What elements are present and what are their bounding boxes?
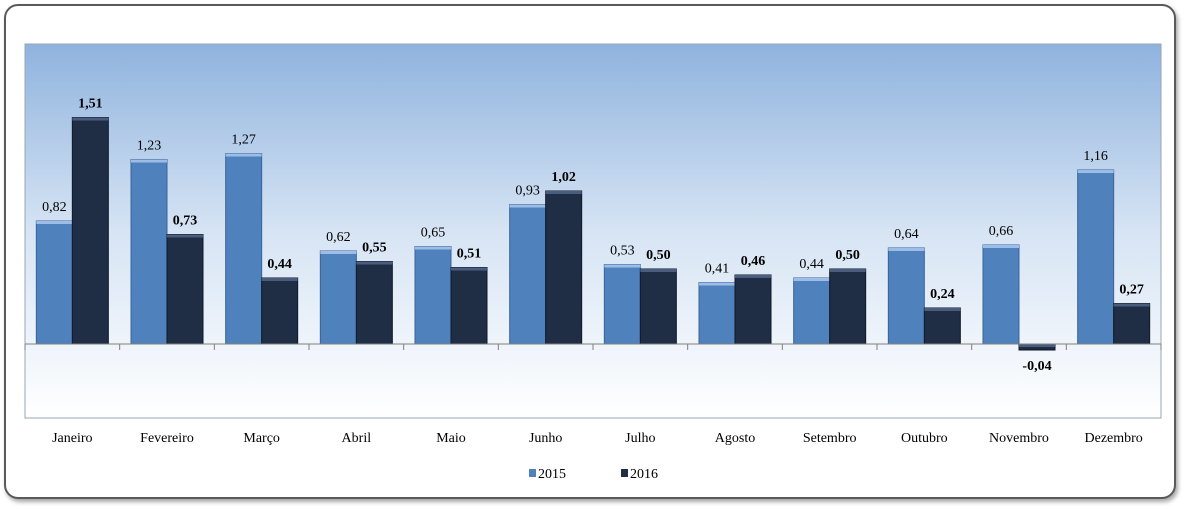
data-label-2016-2: 0,44: [267, 257, 292, 272]
bar-2015-4: [414, 246, 452, 345]
bar-2015-2: [225, 153, 263, 345]
legend-swatch-2016: [621, 469, 628, 477]
bar-2016-8: [829, 268, 867, 345]
bar-highlight-2016-11: [1113, 303, 1150, 307]
category-label-4: Maio: [436, 431, 466, 446]
category-label-7: Agosto: [715, 431, 755, 446]
bar-highlight-2015-7: [699, 282, 735, 286]
bar-highlight-2015-8: [793, 278, 830, 281]
data-label-2015-8: 0,44: [799, 257, 824, 272]
category-label-8: Setembro: [803, 431, 857, 446]
data-label-2016-10: -0,04: [1022, 359, 1051, 374]
bar-highlight-2016-0: [72, 117, 109, 121]
data-label-2016-7: 0,46: [741, 254, 766, 269]
bar-highlight-2015-5: [509, 204, 546, 208]
bar-2016-4: [450, 267, 488, 345]
bar-2015-11: [1077, 169, 1115, 345]
bar-2016-1: [166, 234, 204, 345]
bar-2015-8: [793, 277, 831, 345]
bar-highlight-2016-6: [640, 269, 677, 272]
legend-label-2015: 2015: [538, 467, 566, 482]
data-label-2016-1: 0,73: [173, 214, 198, 229]
bar-highlight-2015-10: [983, 245, 1019, 248]
bar-highlight-2016-1: [167, 234, 203, 238]
category-label-9: Outubro: [901, 431, 948, 446]
data-label-2015-11: 1,16: [1083, 149, 1108, 164]
category-label-1: Fevereiro: [140, 431, 194, 446]
data-label-2016-8: 0,50: [835, 248, 860, 263]
bar-2015-1: [130, 159, 168, 345]
bar-highlight-2016-8: [829, 269, 866, 272]
bar-highlight-2015-4: [415, 246, 451, 250]
bar-2016-6: [639, 268, 677, 345]
bar-2015-7: [698, 282, 736, 345]
data-label-2015-3: 0,62: [326, 230, 351, 245]
bar-highlight-2016-9: [924, 308, 961, 311]
data-label-2015-7: 0,41: [705, 262, 730, 277]
bar-2015-6: [603, 264, 641, 345]
data-label-2016-11: 0,27: [1119, 283, 1144, 298]
legend-swatch-2015: [529, 469, 536, 477]
data-label-2015-6: 0,53: [610, 244, 635, 259]
data-label-2016-0: 1,51: [78, 97, 103, 112]
category-label-5: Junho: [529, 431, 562, 446]
data-label-2016-9: 0,24: [930, 287, 955, 302]
category-label-10: Novembro: [989, 431, 1049, 446]
bar-highlight-2016-2: [261, 278, 298, 281]
data-label-2016-4: 0,51: [457, 247, 482, 262]
legend: 2015 2016: [529, 467, 658, 482]
bar-2015-5: [509, 204, 547, 345]
bar-highlight-2016-3: [356, 261, 393, 265]
bar-highlight-2015-3: [320, 251, 357, 254]
category-label-11: Dezembro: [1085, 431, 1143, 446]
data-label-2016-6: 0,50: [646, 248, 671, 263]
bar-2016-2: [261, 277, 299, 345]
category-label-6: Julho: [625, 431, 655, 446]
category-label-2: Março: [243, 431, 280, 446]
bar-highlight-2015-2: [225, 153, 262, 157]
bar-2016-9: [923, 307, 961, 345]
category-label-0: Janeiro: [52, 431, 92, 446]
data-label-2015-0: 0,82: [42, 200, 67, 215]
bar-2015-3: [319, 250, 357, 345]
plot-area: [24, 43, 1162, 419]
data-label-2015-10: 0,66: [989, 224, 1014, 239]
data-label-2015-9: 0,64: [894, 227, 919, 242]
bar-highlight-2016-10: [1019, 344, 1055, 347]
bar-2015-9: [887, 247, 925, 345]
data-label-2016-3: 0,55: [362, 241, 387, 256]
data-label-2016-5: 1,02: [551, 170, 576, 185]
bar-2016-11: [1113, 303, 1151, 345]
bar-highlight-2015-9: [888, 248, 925, 251]
bar-2016-3: [355, 261, 393, 345]
bar-highlight-2016-5: [545, 191, 582, 194]
bar-2016-5: [545, 190, 583, 345]
bar-highlight-2015-0: [36, 221, 73, 224]
bar-highlight-2015-1: [131, 159, 167, 163]
category-label-3: Abril: [342, 431, 372, 446]
bar-2016-7: [734, 274, 772, 345]
x-axis: Janeiro Fevereiro Março Abril Maio Junho Julho…: [24, 343, 1162, 446]
data-labels-layer: 0,82 1,51 1,23 0,73 1,27 0,44 0,62 0,55 0,65 0,51…: [42, 97, 1144, 375]
data-label-2015-4: 0,65: [421, 226, 446, 241]
bars-layer: [35, 117, 1151, 351]
bar-2015-0: [35, 220, 73, 345]
bar-highlight-2016-4: [451, 267, 487, 271]
data-label-2015-1: 1,23: [137, 139, 162, 154]
bar-2015-10: [982, 244, 1020, 345]
data-label-2015-2: 1,27: [231, 133, 256, 148]
bar-highlight-2015-11: [1077, 170, 1114, 173]
legend-label-2016: 2016: [630, 467, 658, 482]
bar-highlight-2015-6: [604, 264, 641, 268]
bar-highlight-2016-7: [735, 275, 771, 278]
data-label-2015-5: 0,93: [515, 184, 540, 199]
bar-2016-0: [71, 117, 109, 345]
